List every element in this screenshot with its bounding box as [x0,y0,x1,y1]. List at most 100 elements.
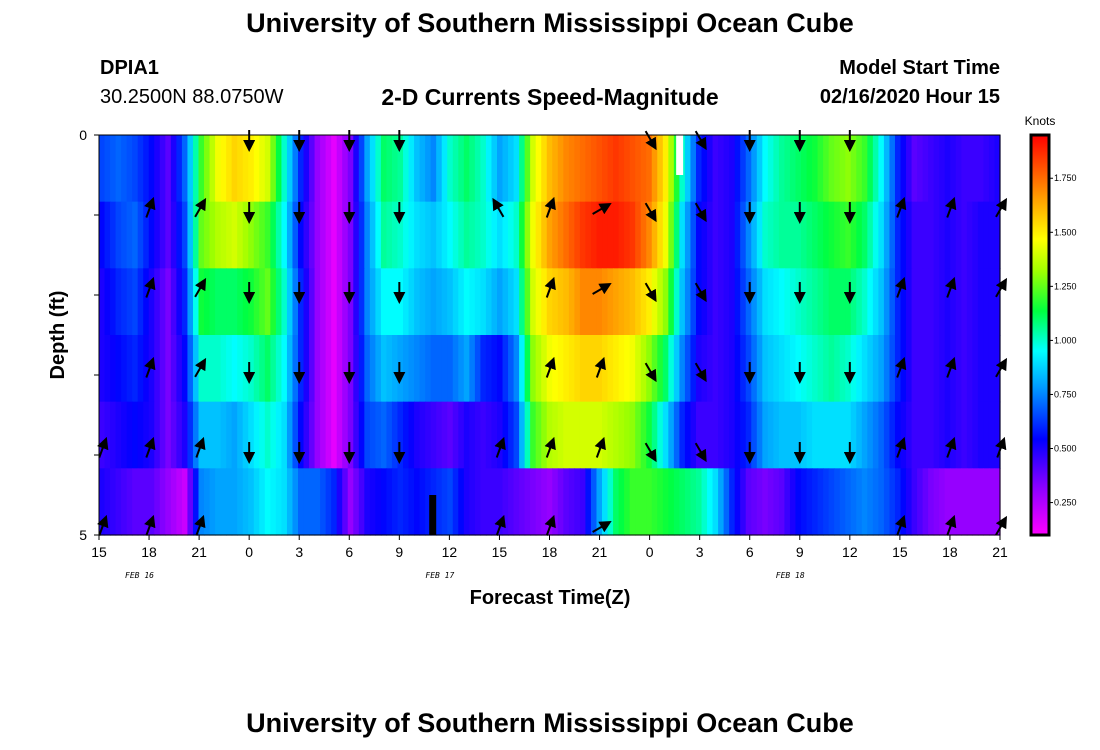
heatmap-cell [209,268,216,336]
heatmap-cell [640,335,647,403]
heatmap-cell [535,401,542,469]
heatmap-cell [353,468,360,536]
heatmap-cell [823,268,830,336]
heatmap-cell [209,401,216,469]
colorbar-tick-label: 0.500 [1054,444,1077,454]
heatmap-cell [530,135,537,203]
heatmap-cell [115,401,122,469]
heatmap-cell [259,201,266,269]
x-tick-label: 15 [91,544,107,560]
heatmap-cell [204,201,211,269]
heatmap-cell [983,401,990,469]
heatmap-cell [579,135,587,203]
heatmap-cell [585,201,592,269]
heatmap-cell [762,201,769,269]
heatmap-cell [756,468,763,536]
heatmap-cell [906,335,913,403]
heatmap-cell [198,268,205,336]
heatmap-cell [640,468,647,536]
heatmap-cell [159,401,166,469]
heatmap-cell [911,135,918,203]
heatmap-cell [187,135,194,203]
heatmap-cell [662,201,669,269]
x-tick-label: 3 [295,544,303,560]
heatmap-cell [861,335,868,403]
heatmap-cell [784,135,791,203]
heatmap-cell [568,135,575,203]
heatmap-cell [275,201,283,269]
x-tick-label: 12 [842,544,858,560]
heatmap-cell [861,401,868,469]
heatmap-cell [452,201,459,269]
heatmap-cell [342,401,349,469]
heatmap-cell [640,135,647,203]
heatmap-cell [894,135,902,203]
heatmap-cell [281,135,288,203]
heatmap-cell [773,201,780,269]
heatmap-cell [983,335,990,403]
heatmap-cell [403,268,410,336]
heatmap-cell [988,401,996,469]
heatmap-cell [635,135,642,203]
heatmap-cell [347,268,354,336]
heatmap-cell [773,401,780,469]
heatmap-cell [485,201,493,269]
heatmap-cell [331,401,338,469]
heatmap-cell [607,135,614,203]
x-tick-label: 21 [992,544,1008,560]
heatmap-cell [264,335,271,403]
heatmap-cell [701,268,708,336]
heatmap-cell [734,201,741,269]
heatmap-cell [436,135,443,203]
heatmap-cell [673,468,680,536]
heatmap-cell [552,135,559,203]
heatmap-cell [988,135,996,203]
heatmap-cell [718,135,725,203]
heatmap-cell [314,335,321,403]
heatmap-cell [347,201,354,269]
heatmap-cell [342,135,349,203]
heatmap-cell [463,135,470,203]
heatmap-cell [651,401,658,469]
heatmap-cell [126,201,133,269]
heatmap-cell [933,201,940,269]
heatmap-cell [574,335,581,403]
current-arrow [894,276,907,298]
heatmap-cell [447,135,454,203]
heatmap-cell [154,268,161,336]
heatmap-cell [253,135,260,203]
heatmap-cell [613,335,620,403]
heatmap-cell [397,468,404,536]
heatmap-cell [347,401,354,469]
heatmap-cell [320,401,327,469]
heatmap-cell [154,468,161,536]
heatmap-cell [496,401,504,469]
heatmap-cell [292,135,299,203]
x-axis: 15 18 21 0 3 6 9 12 15 18 21 0 3 6 9 12 15 18 21 FEB 16 FEB … [91,535,1008,580]
heatmap-cell [872,401,879,469]
heatmap-cell [961,135,968,203]
heatmap-cell [159,268,166,336]
heatmap-cell [121,401,128,469]
heatmap-cell [585,401,592,469]
heatmap-cell [270,268,277,336]
heatmap-cell [237,468,244,536]
heatmap-cell [170,335,177,403]
heatmap-cell [939,468,946,536]
heatmap-cell [828,201,835,269]
heatmap-cell [657,201,664,269]
heatmap-cell [469,401,476,469]
heatmap-cell [242,335,249,403]
heatmap-cell [607,335,614,403]
heatmap-cell [447,401,454,469]
heatmap-cell [264,401,271,469]
heatmap-cell [662,335,669,403]
heatmap-cell [602,335,609,403]
heatmap-cell [248,135,255,203]
heatmap-cell [546,201,553,269]
heatmap-cell [436,335,443,403]
heatmap-cell [778,335,786,403]
heatmap-cell [403,135,410,203]
heatmap-cell [789,135,797,203]
heatmap-cell [320,468,327,536]
